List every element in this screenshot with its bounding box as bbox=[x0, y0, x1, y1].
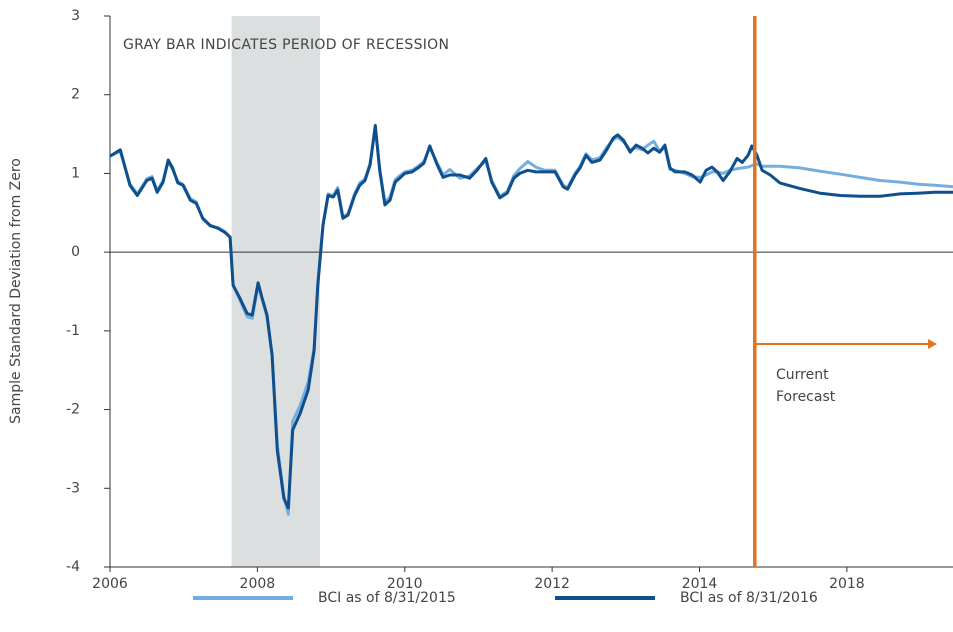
x-tick-label: 2006 bbox=[92, 576, 128, 592]
forecast-arrowhead bbox=[928, 339, 937, 349]
recession-band bbox=[231, 16, 321, 567]
x-tick-label: 2012 bbox=[534, 576, 570, 592]
x-tick-label: 2018 bbox=[829, 576, 865, 592]
legend-label: BCI as of 8/31/2016 bbox=[680, 590, 818, 606]
y-tick-label: -3 bbox=[66, 480, 80, 496]
annotation: GRAY BAR INDICATES PERIOD OF RECESSION bbox=[123, 37, 449, 53]
x-tick-label: 2008 bbox=[240, 576, 276, 592]
y-tick-label: 3 bbox=[71, 8, 80, 24]
y-tick-label: -1 bbox=[66, 323, 80, 339]
y-tick-label: 2 bbox=[71, 87, 80, 103]
y-tick-label: -4 bbox=[66, 559, 80, 575]
x-tick-label: 2014 bbox=[682, 576, 718, 592]
y-tick-label: 1 bbox=[71, 165, 80, 181]
x-tick-label: 2010 bbox=[387, 576, 423, 592]
y-axis-label: Sample Standard Deviation from Zero bbox=[8, 158, 24, 424]
legend-label: BCI as of 8/31/2015 bbox=[318, 590, 456, 606]
series-line bbox=[109, 123, 953, 510]
forecast-label: Current Forecast bbox=[776, 367, 836, 405]
y-tick-label: 0 bbox=[71, 244, 80, 260]
y-tick-label: -2 bbox=[66, 402, 80, 418]
